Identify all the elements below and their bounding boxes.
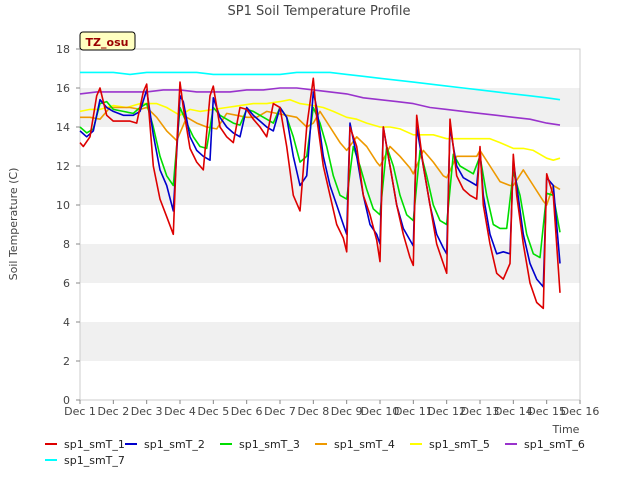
x-tick-label: Dec 11 (394, 405, 433, 418)
y-axis-label: Soil Temperature (C) (7, 168, 20, 281)
legend-label: sp1_smT_4 (334, 438, 395, 451)
legend-label: sp1_smT_6 (524, 438, 585, 451)
legend-label: sp1_smT_3 (239, 438, 300, 451)
y-tick-label: 18 (56, 43, 70, 56)
plot-frame (79, 48, 581, 401)
x-tick-label: Dec 13 (461, 405, 500, 418)
y-tick-label: 8 (63, 238, 70, 251)
x-tick-label: Dec 2 (97, 405, 129, 418)
grid-band (80, 205, 580, 244)
x-tick-label: Dec 16 (561, 405, 600, 418)
grid-band (80, 283, 580, 322)
x-tick-label: Dec 1 (64, 405, 96, 418)
legend-label: sp1_smT_1 (64, 438, 125, 451)
series-line-sp1_smT_7 (80, 71, 561, 101)
annotation-text: TZ_osu (86, 36, 129, 49)
chart-title: SP1 Soil Temperature Profile (228, 4, 411, 19)
x-tick-label: Dec 14 (494, 405, 533, 418)
grid-band (80, 88, 580, 127)
x-tick-label: Dec 15 (527, 405, 566, 418)
x-tick-label: Dec 10 (361, 405, 400, 418)
x-tick-label: Dec 6 (231, 405, 263, 418)
grid-band (80, 244, 580, 283)
x-tick-label: Dec 12 (427, 405, 466, 418)
y-tick-label: 4 (63, 316, 70, 329)
legend-label: sp1_smT_5 (429, 438, 490, 451)
y-tick-label: 0 (63, 394, 70, 407)
x-tick-label: Dec 5 (197, 405, 229, 418)
grid-band (80, 322, 580, 361)
x-tick-label: Dec 3 (131, 405, 163, 418)
x-axis-label: Time (552, 423, 580, 436)
series-line-sp1_smT_5 (79, 98, 561, 161)
series-line-sp1_smT_6 (79, 87, 561, 126)
legend-label: sp1_smT_7 (64, 454, 125, 467)
series-line-sp1_smT_1 (79, 77, 561, 310)
y-tick-label: 16 (56, 82, 70, 95)
background-bands (80, 49, 580, 400)
y-tick-label: 6 (63, 277, 70, 290)
y-axis: 0 2 4 6 8 10 12 14 16 18 (56, 43, 80, 407)
y-tick-label: 12 (56, 160, 70, 173)
y-tick-label: 14 (56, 121, 70, 134)
grid-band (80, 361, 580, 400)
x-tick-label: Dec 9 (331, 405, 363, 418)
legend-label: sp1_smT_2 (144, 438, 205, 451)
x-axis: Dec 1 Dec 2 Dec 3 Dec 4 Dec 5 Dec 6 Dec 7 Dec 8… (64, 400, 599, 418)
y-tick-label: 10 (56, 199, 70, 212)
series-layer (79, 71, 561, 310)
grid-band (80, 49, 580, 88)
legend: sp1_smT_1 sp1_smT_2 sp1_smT_3 sp1_smT_4 sp1_… (45, 438, 585, 467)
x-tick-label: Dec 4 (164, 405, 196, 418)
x-tick-label: Dec 7 (264, 405, 296, 418)
annotation-box: TZ_osu (79, 31, 136, 51)
series-line-sp1_smT_4 (80, 106, 561, 206)
x-tick-label: Dec 8 (297, 405, 329, 418)
y-tick-label: 2 (63, 355, 70, 368)
